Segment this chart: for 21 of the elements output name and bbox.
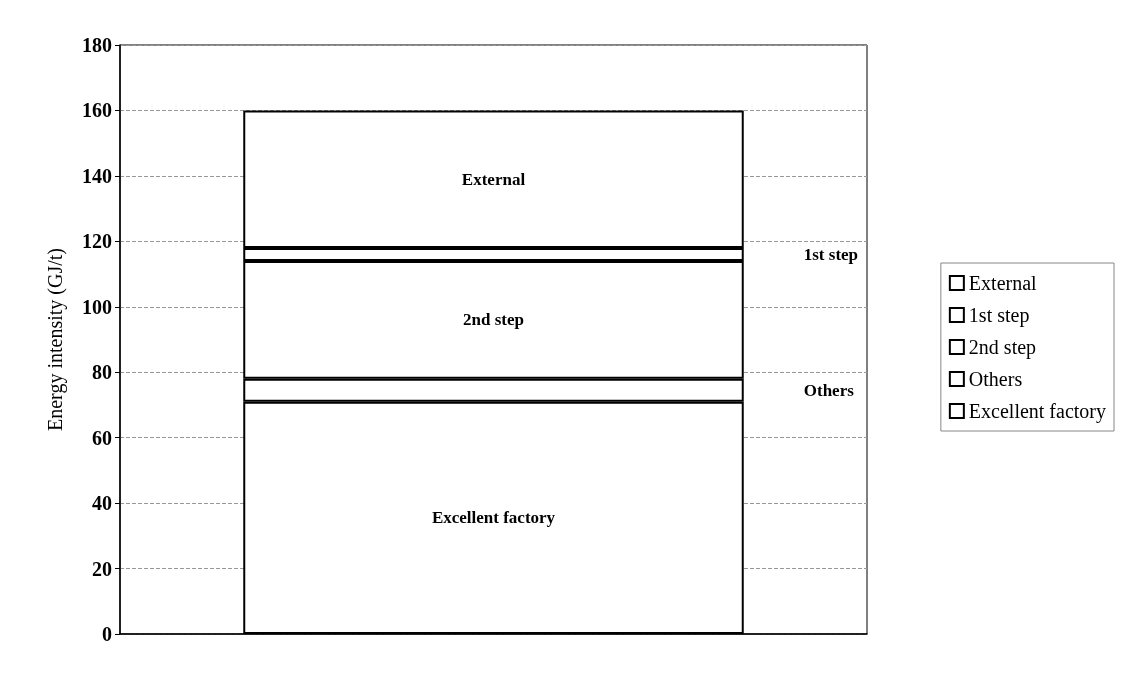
y-tick-label: 60 bbox=[92, 426, 112, 449]
text: Others bbox=[803, 380, 854, 400]
y-tick-label: 40 bbox=[92, 492, 112, 515]
y-tick-label: 160 bbox=[82, 99, 112, 122]
text: 1st step bbox=[803, 244, 859, 264]
legend-label: Others bbox=[968, 368, 1023, 390]
y-tick-label: 0 bbox=[102, 623, 112, 645]
y-tick-label: 180 bbox=[82, 34, 112, 56]
legend-label: 2nd step bbox=[968, 336, 1037, 359]
legend-label: 1st step bbox=[968, 304, 1030, 327]
legend-label: Excellent factory bbox=[968, 400, 1107, 423]
y-tick-label: 120 bbox=[82, 230, 112, 253]
legend-label: External bbox=[968, 272, 1038, 294]
text: 2nd step bbox=[463, 310, 524, 330]
y-tick-label: 100 bbox=[82, 295, 112, 318]
y-tick-label: 140 bbox=[82, 164, 112, 187]
text: External bbox=[461, 169, 526, 189]
y-tick-label: 20 bbox=[92, 557, 112, 580]
y-tick-label: 80 bbox=[92, 361, 112, 384]
y-axis-title: Energy intensity (GJ/t) bbox=[44, 248, 67, 431]
text: Excellent factory bbox=[431, 508, 556, 528]
